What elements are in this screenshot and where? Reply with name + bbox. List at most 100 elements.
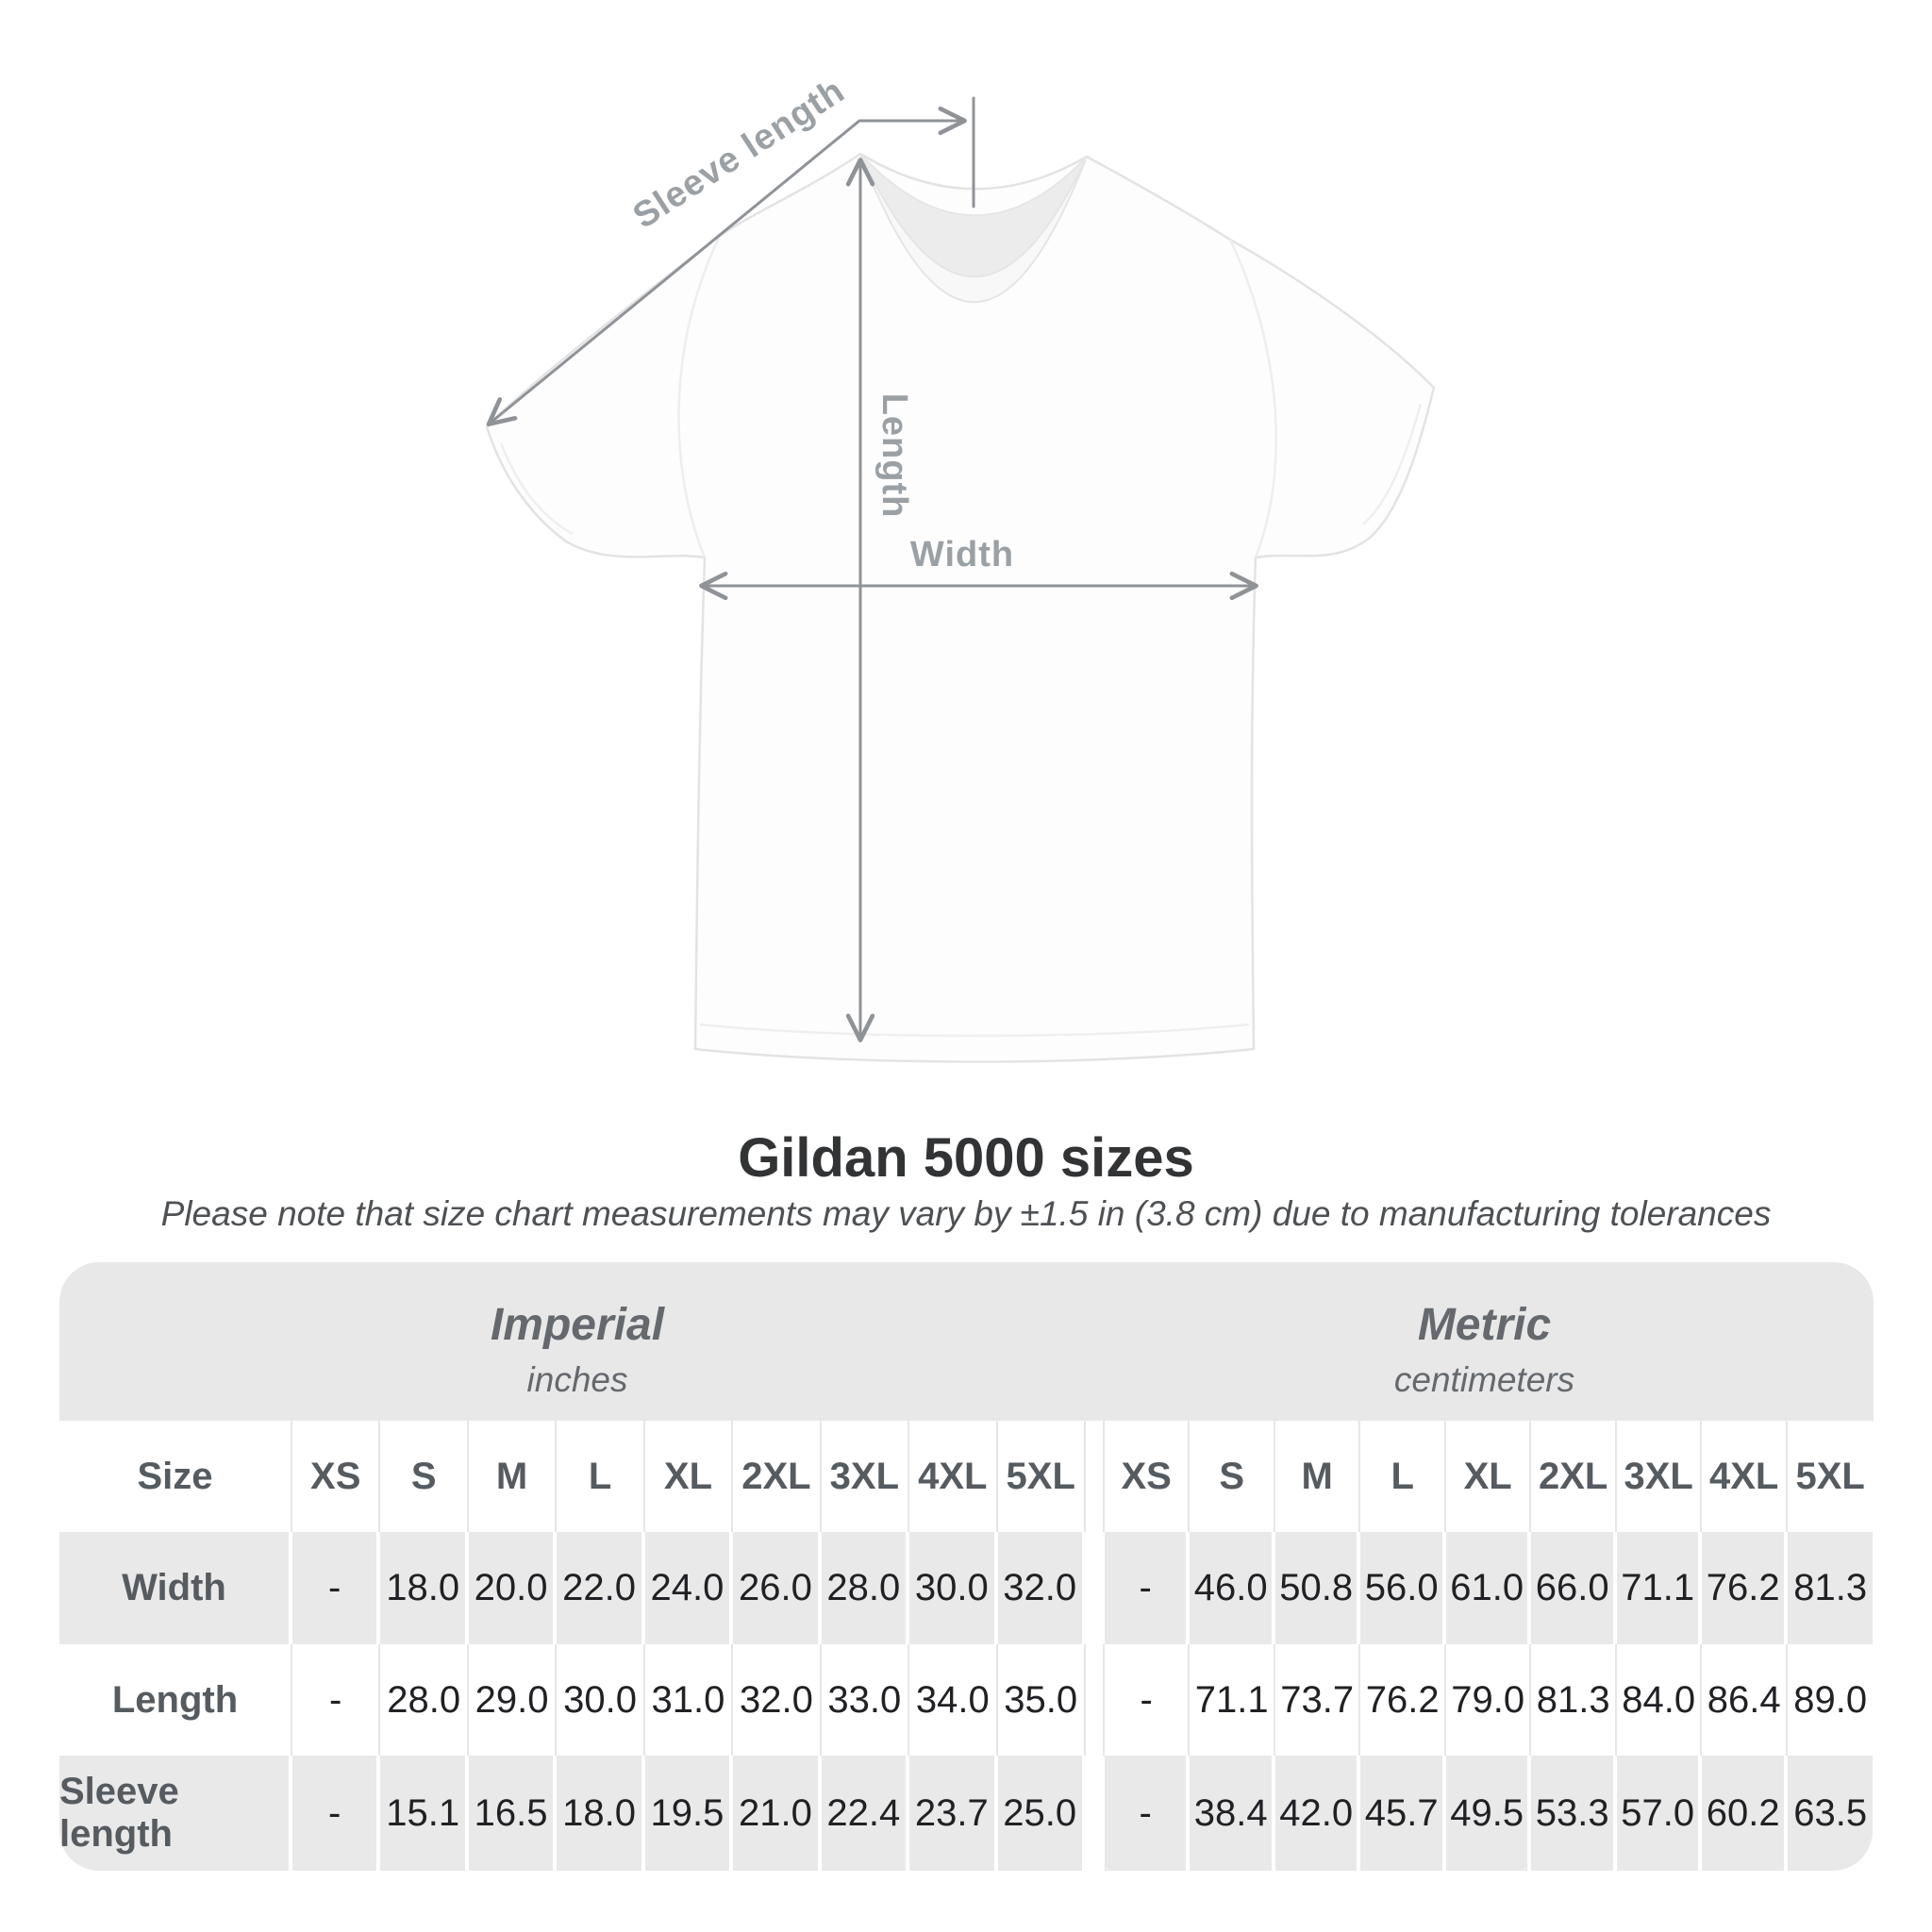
unit-group-divider bbox=[1085, 1756, 1105, 1871]
value-cell: - bbox=[292, 1532, 381, 1644]
value-cell: 28.0 bbox=[821, 1532, 910, 1644]
value-cell: 21.0 bbox=[733, 1756, 822, 1871]
size-header-metric: 5XL bbox=[1787, 1421, 1874, 1532]
value-cell: 38.4 bbox=[1190, 1756, 1275, 1871]
size-header-imperial: XS bbox=[292, 1421, 381, 1532]
value-cell: 25.0 bbox=[997, 1756, 1086, 1871]
value-cell: 33.0 bbox=[821, 1644, 910, 1756]
dimension-lines bbox=[486, 96, 1258, 1042]
value-cell: 84.0 bbox=[1616, 1644, 1703, 1756]
value-cell: 31.0 bbox=[644, 1644, 734, 1756]
value-cell: - bbox=[292, 1756, 381, 1871]
imperial-title: Imperial bbox=[490, 1299, 665, 1350]
table-row-sleeve-length: Sleeve length - 15.1 16.5 18.0 19.5 21.0… bbox=[59, 1756, 1874, 1871]
value-cell: 42.0 bbox=[1274, 1756, 1361, 1871]
value-cell: 45.7 bbox=[1360, 1756, 1446, 1871]
value-cell: 81.3 bbox=[1787, 1532, 1874, 1644]
value-cell: - bbox=[292, 1644, 381, 1756]
value-cell: 81.3 bbox=[1531, 1644, 1617, 1756]
size-header-imperial: M bbox=[468, 1421, 558, 1532]
value-cell: 50.8 bbox=[1274, 1532, 1361, 1644]
size-column-header: Size bbox=[59, 1421, 292, 1532]
size-header-imperial: XL bbox=[644, 1421, 734, 1532]
size-header-row: Size XS S M L XL 2XL 3XL 4XL 5XL XS S M … bbox=[59, 1421, 1874, 1532]
value-cell: 49.5 bbox=[1445, 1756, 1532, 1871]
value-cell: 71.1 bbox=[1616, 1532, 1703, 1644]
metric-title: Metric bbox=[1417, 1299, 1552, 1350]
value-cell: 86.4 bbox=[1702, 1644, 1788, 1756]
value-cell: 63.5 bbox=[1787, 1756, 1874, 1871]
left-cuff-stitch bbox=[499, 442, 574, 536]
value-cell: 32.0 bbox=[733, 1644, 822, 1756]
value-cell: 24.0 bbox=[644, 1532, 734, 1644]
value-cell: 60.2 bbox=[1702, 1756, 1788, 1871]
value-cell: 57.0 bbox=[1616, 1756, 1703, 1871]
value-cell: 32.0 bbox=[997, 1532, 1086, 1644]
hem-stitch bbox=[699, 1023, 1250, 1038]
unit-group-divider bbox=[1085, 1532, 1105, 1644]
unit-group-divider bbox=[1085, 1644, 1105, 1756]
imperial-unit: inches bbox=[526, 1359, 628, 1399]
value-cell: 22.4 bbox=[821, 1756, 910, 1871]
size-header-metric: 3XL bbox=[1616, 1421, 1703, 1532]
value-cell: 73.7 bbox=[1274, 1644, 1361, 1756]
value-cell: 79.0 bbox=[1445, 1644, 1532, 1756]
size-header-metric: 2XL bbox=[1531, 1421, 1617, 1532]
right-armhole-seam bbox=[1228, 239, 1277, 558]
size-header-metric: 4XL bbox=[1702, 1421, 1788, 1532]
size-header-imperial: 4XL bbox=[909, 1421, 998, 1532]
value-cell: 20.0 bbox=[468, 1532, 558, 1644]
size-header-metric: XL bbox=[1445, 1421, 1532, 1532]
length-label: Length bbox=[874, 393, 914, 519]
metric-unit: centimeters bbox=[1393, 1359, 1575, 1399]
value-cell: 56.0 bbox=[1360, 1532, 1446, 1644]
value-cell: 46.0 bbox=[1190, 1532, 1275, 1644]
row-label-sleeve-length: Sleeve length bbox=[59, 1756, 292, 1871]
metric-group-header: Metric centimeters bbox=[1095, 1262, 1874, 1421]
value-cell: 26.0 bbox=[733, 1532, 822, 1644]
size-header-imperial: S bbox=[380, 1421, 469, 1532]
size-header-metric: S bbox=[1190, 1421, 1275, 1532]
size-header-metric: L bbox=[1360, 1421, 1446, 1532]
value-cell: 76.2 bbox=[1360, 1644, 1446, 1756]
page-subtitle: Please note that size chart measurements… bbox=[160, 1194, 1772, 1233]
value-cell: 23.7 bbox=[909, 1756, 998, 1871]
value-cell: 19.5 bbox=[644, 1756, 734, 1871]
value-cell: 29.0 bbox=[468, 1644, 558, 1756]
value-cell: 53.3 bbox=[1531, 1756, 1617, 1871]
value-cell: - bbox=[1104, 1756, 1191, 1871]
value-cell: 18.0 bbox=[557, 1756, 645, 1871]
value-cell: 89.0 bbox=[1787, 1644, 1874, 1756]
size-header-imperial: 3XL bbox=[821, 1421, 910, 1532]
page-title: Gildan 5000 sizes bbox=[738, 1127, 1194, 1189]
tshirt-graphic bbox=[485, 152, 1436, 1063]
value-cell: 34.0 bbox=[909, 1644, 998, 1756]
value-cell: 76.2 bbox=[1702, 1532, 1788, 1644]
value-cell: 28.0 bbox=[380, 1644, 469, 1756]
value-cell: 15.1 bbox=[380, 1756, 469, 1871]
right-cuff-stitch bbox=[1362, 403, 1423, 525]
size-header-imperial: 5XL bbox=[997, 1421, 1086, 1532]
value-cell: - bbox=[1104, 1644, 1191, 1756]
table-row-length: Length - 28.0 29.0 30.0 31.0 32.0 33.0 3… bbox=[59, 1644, 1874, 1756]
value-cell: 18.0 bbox=[380, 1532, 469, 1644]
sleeve-length-dimension-line bbox=[486, 106, 967, 426]
imperial-group-header: Imperial inches bbox=[59, 1262, 1095, 1421]
size-table: Imperial inches Metric centimeters Size … bbox=[59, 1262, 1874, 1871]
value-cell: 16.5 bbox=[468, 1756, 558, 1871]
row-label-length: Length bbox=[59, 1644, 292, 1756]
size-header-metric: XS bbox=[1104, 1421, 1191, 1532]
value-cell: 22.0 bbox=[557, 1532, 645, 1644]
value-cell: - bbox=[1104, 1532, 1191, 1644]
unit-group-divider bbox=[1085, 1421, 1105, 1532]
size-header-metric: M bbox=[1274, 1421, 1361, 1532]
value-cell: 66.0 bbox=[1531, 1532, 1617, 1644]
value-cell: 71.1 bbox=[1190, 1644, 1275, 1756]
table-row-width: Width - 18.0 20.0 22.0 24.0 26.0 28.0 30… bbox=[59, 1532, 1874, 1644]
value-cell: 30.0 bbox=[557, 1644, 645, 1756]
value-cell: 61.0 bbox=[1445, 1532, 1532, 1644]
unit-group-band: Imperial inches Metric centimeters bbox=[59, 1262, 1874, 1421]
width-label: Width bbox=[910, 535, 1014, 575]
row-label-width: Width bbox=[59, 1532, 292, 1644]
tshirt-size-diagram: Sleeve length Length Width bbox=[485, 71, 1436, 1063]
